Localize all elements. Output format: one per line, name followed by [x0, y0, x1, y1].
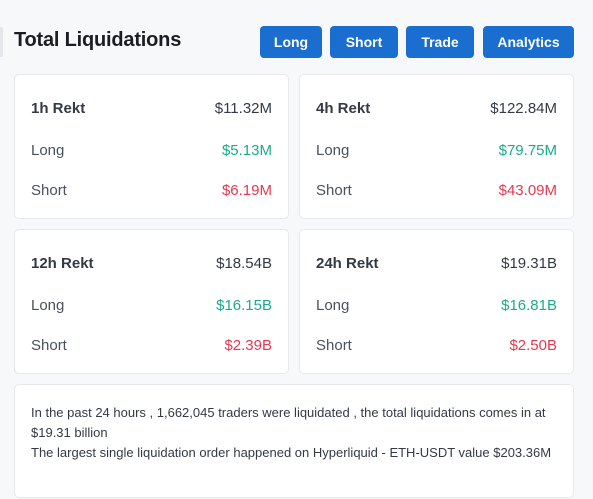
period-label: 12h Rekt [31, 254, 94, 272]
card-1h: 1h Rekt $11.32M Long $5.13M Short $6.19M [14, 74, 289, 219]
long-label: Long [316, 141, 350, 159]
card-long-row: Long $79.75M [316, 140, 557, 160]
card-long-row: Long $16.15B [31, 295, 272, 315]
short-button[interactable]: Short [330, 26, 398, 58]
card-long-row: Long $16.81B [316, 295, 557, 315]
trade-button[interactable]: Trade [406, 26, 474, 58]
card-total-row: 4h Rekt $122.84M [316, 98, 557, 118]
long-label: Long [31, 296, 65, 314]
short-value: $6.19M [221, 181, 272, 199]
long-value: $5.13M [221, 141, 272, 159]
total-value: $19.31B [501, 254, 557, 272]
short-value: $2.39B [224, 336, 272, 354]
card-short-row: Short $2.39B [31, 335, 272, 355]
total-value: $18.54B [216, 254, 272, 272]
liquidation-summary: In the past 24 hours , 1,662,045 traders… [14, 384, 574, 498]
total-value: $11.32M [214, 99, 272, 117]
short-value: $43.09M [498, 181, 557, 199]
card-4h: 4h Rekt $122.84M Long $79.75M Short $43.… [299, 74, 574, 219]
summary-line-total: In the past 24 hours , 1,662,045 traders… [31, 405, 546, 440]
long-value: $16.15B [216, 296, 272, 314]
left-edge-accent [0, 27, 3, 57]
card-short-row: Short $43.09M [316, 180, 557, 200]
card-total-row: 1h Rekt $11.32M [31, 98, 272, 118]
summary-line-largest: The largest single liquidation order hap… [31, 445, 552, 460]
long-value: $79.75M [498, 141, 557, 159]
period-label: 1h Rekt [31, 99, 86, 117]
long-label: Long [31, 141, 65, 159]
page-title: Total Liquidations [14, 29, 182, 51]
card-12h: 12h Rekt $18.54B Long $16.15B Short $2.3… [14, 229, 289, 374]
short-label: Short [316, 181, 352, 199]
card-24h: 24h Rekt $19.31B Long $16.81B Short $2.5… [299, 229, 574, 374]
long-button[interactable]: Long [260, 26, 322, 58]
period-label: 24h Rekt [316, 254, 379, 272]
card-total-row: 12h Rekt $18.54B [31, 253, 272, 273]
header: Total Liquidations Long Short Trade Anal… [0, 0, 593, 74]
card-short-row: Short $2.50B [316, 335, 557, 355]
analytics-button[interactable]: Analytics [483, 26, 574, 58]
card-total-row: 24h Rekt $19.31B [316, 253, 557, 273]
long-label: Long [316, 296, 350, 314]
short-label: Short [31, 336, 67, 354]
card-long-row: Long $5.13M [31, 140, 272, 160]
short-value: $2.50B [509, 336, 557, 354]
short-label: Short [31, 181, 67, 199]
short-label: Short [316, 336, 352, 354]
card-short-row: Short $6.19M [31, 180, 272, 200]
period-label: 4h Rekt [316, 99, 371, 117]
long-value: $16.81B [501, 296, 557, 314]
total-value: $122.84M [490, 99, 557, 117]
